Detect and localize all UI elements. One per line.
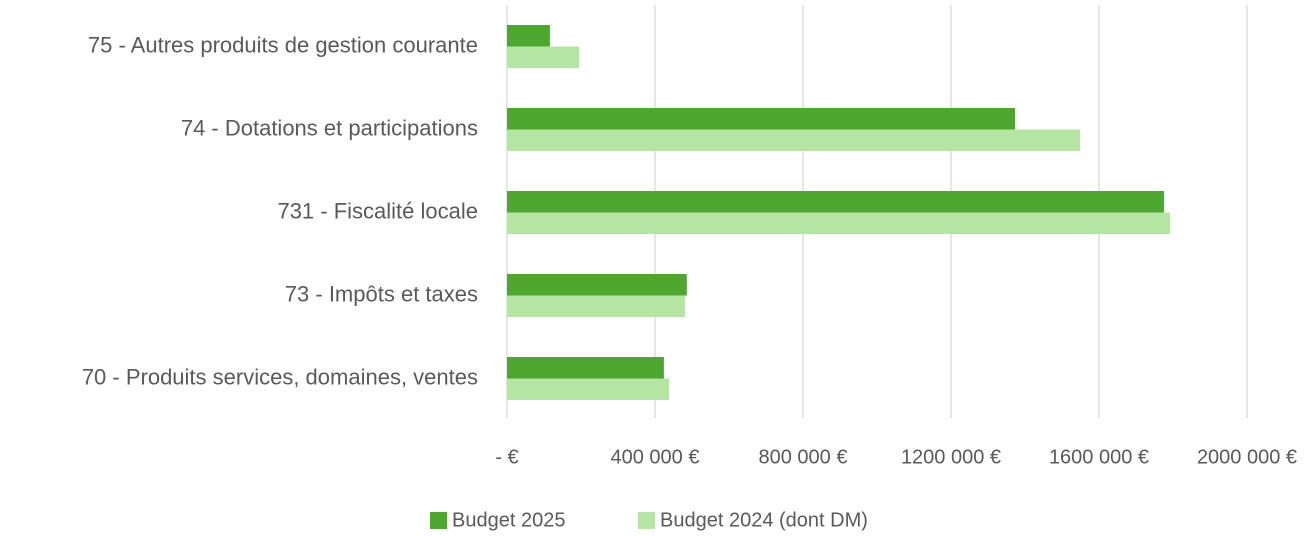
- x-tick-label: - €: [495, 446, 518, 468]
- x-tick-label: 800 000 €: [759, 446, 848, 468]
- y-tick-label: 731 - Fiscalité locale: [277, 198, 478, 223]
- bar: [507, 46, 580, 68]
- bar: [507, 378, 670, 400]
- y-tick-label: 74 - Dotations et participations: [181, 115, 478, 140]
- legend-swatch: [430, 512, 447, 529]
- x-tick-label: 2000 000 €: [1197, 446, 1297, 468]
- y-tick-label: 73 - Impôts et taxes: [285, 281, 478, 306]
- y-tick-label: 75 - Autres produits de gestion courante: [88, 32, 478, 57]
- bar: [507, 108, 1016, 130]
- legend-label: Budget 2024 (dont DM): [660, 509, 868, 531]
- bar: [507, 274, 687, 296]
- bar: [507, 357, 664, 379]
- y-tick-label: 70 - Produits services, domaines, ventes: [82, 364, 478, 389]
- bar: [507, 212, 1171, 234]
- x-tick-label: 1200 000 €: [901, 446, 1001, 468]
- legend-swatch: [638, 512, 655, 529]
- x-tick-label: 1600 000 €: [1049, 446, 1149, 468]
- legend-label: Budget 2025: [452, 509, 565, 531]
- bar: [507, 129, 1081, 151]
- x-tick-label: 400 000 €: [611, 446, 700, 468]
- bar: [507, 295, 685, 317]
- bar: [507, 191, 1165, 213]
- bar: [507, 25, 550, 47]
